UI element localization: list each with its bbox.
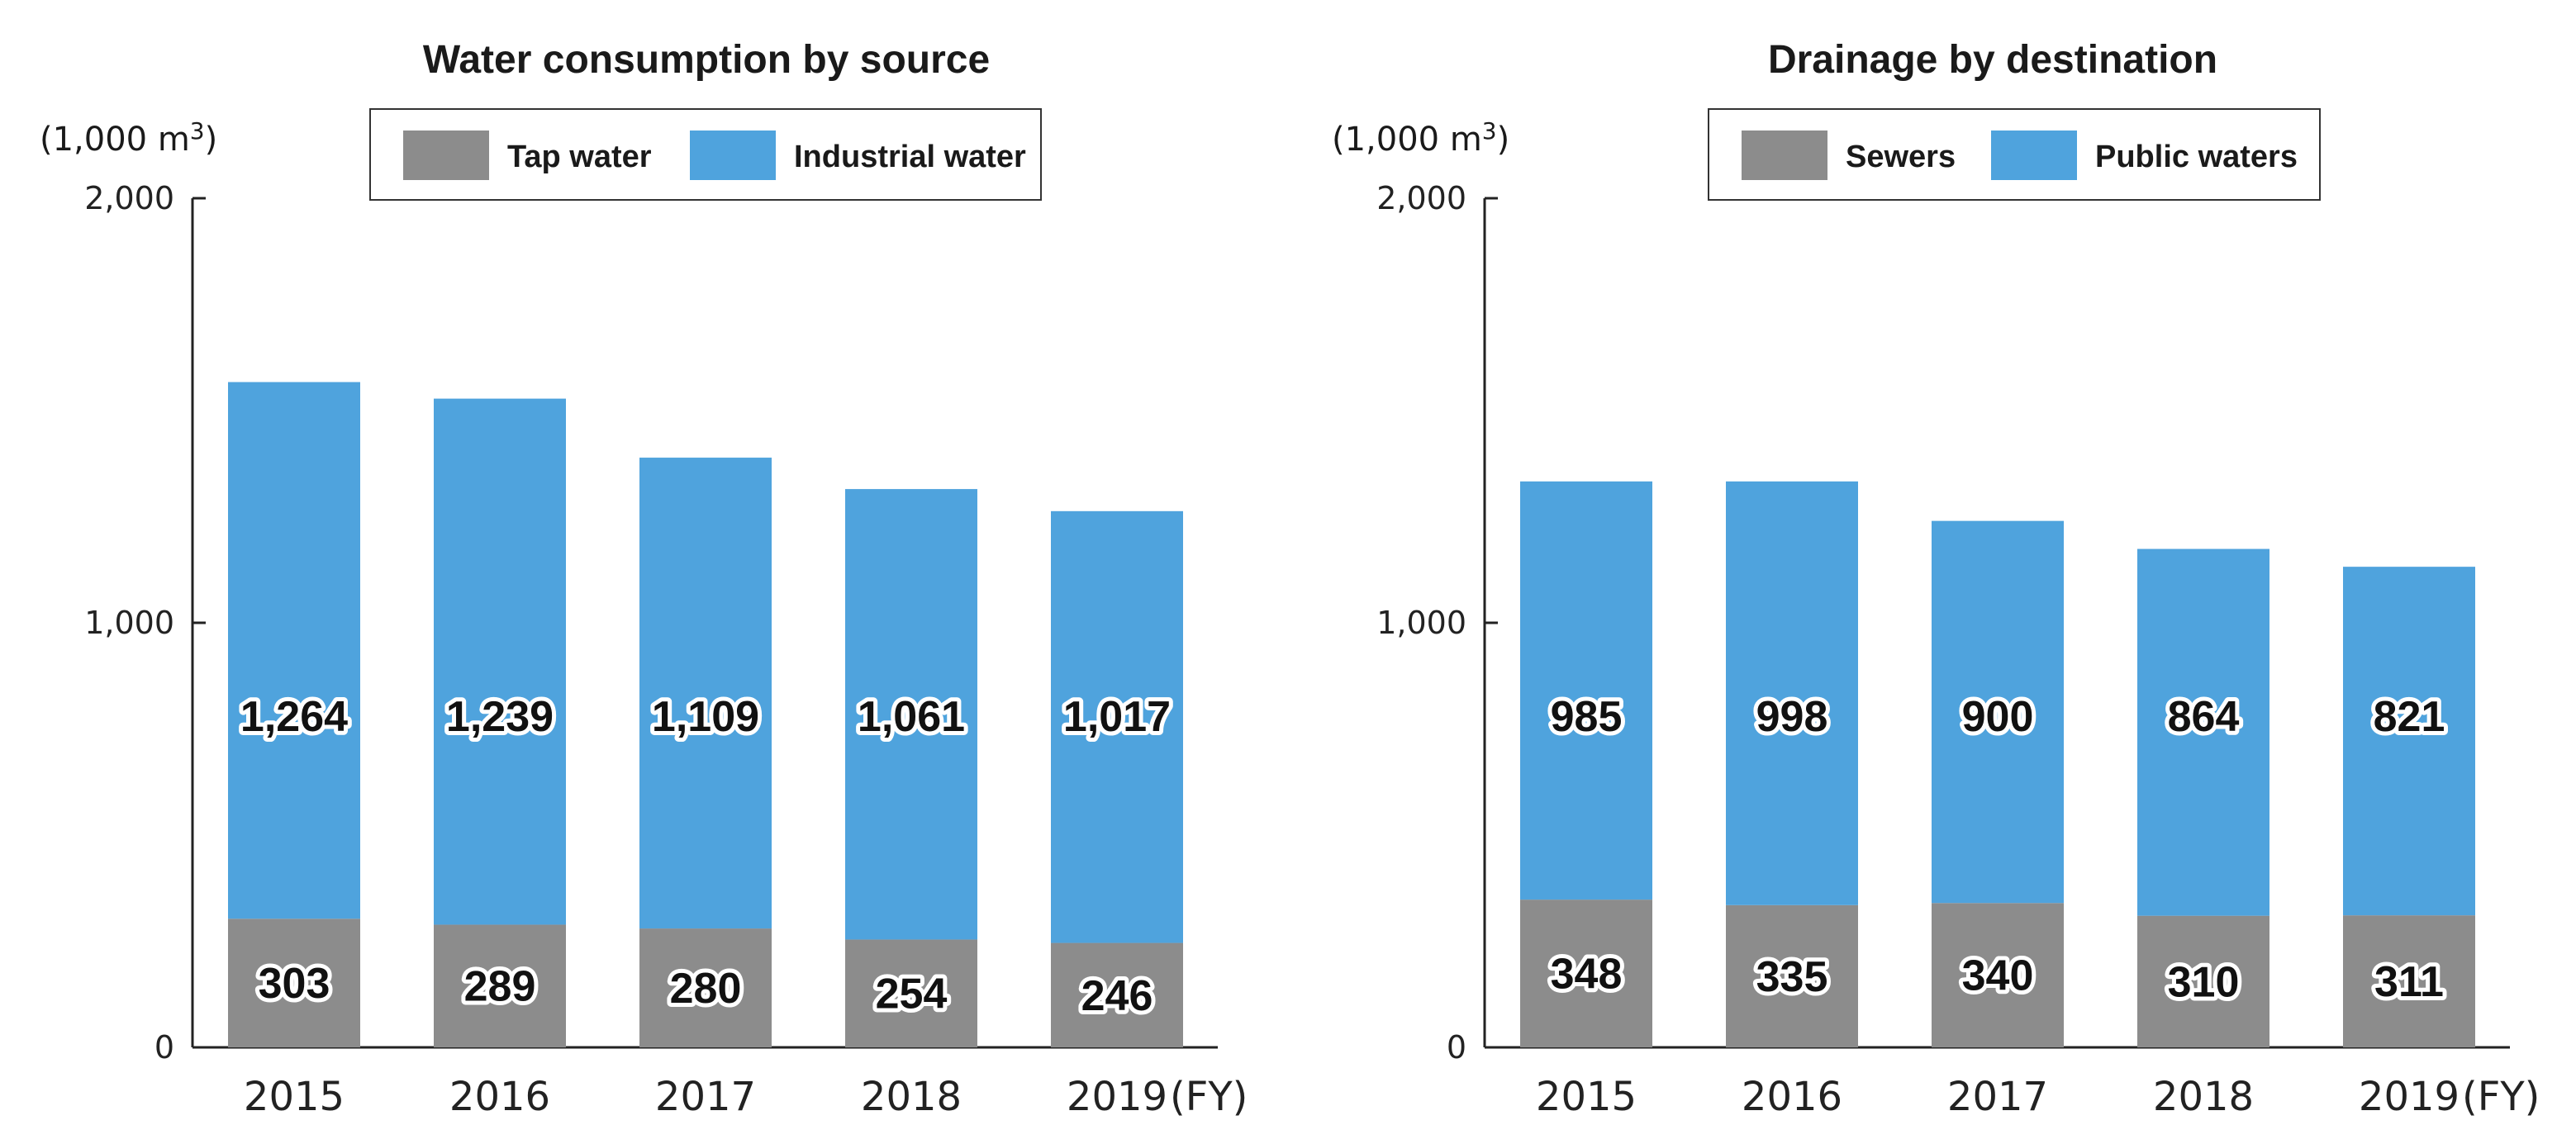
bar-value-label: 998 — [1756, 693, 1828, 741]
x-tick-label: 2018 — [2153, 1074, 2254, 1120]
bar-value-label: 1,264 — [240, 693, 348, 741]
bar-value-label: 900 — [1962, 693, 2034, 741]
y-unit-text: (1,000 m — [40, 121, 190, 159]
bar-value-label: 985 — [1551, 693, 1623, 741]
bar-value-label: 348 — [1551, 951, 1623, 999]
legend-swatch-sewers — [1742, 131, 1827, 180]
water-consumption-chart: Water consumption by source (1,000 m3) Tap… — [40, 38, 1248, 1120]
legend-swatch-industrial-water — [690, 131, 776, 180]
x-tick-label: 2015 — [244, 1074, 345, 1120]
bar-value-label: 310 — [2168, 958, 2240, 1006]
bar-tap-water — [1051, 942, 1183, 1047]
bar-value-label: 1,061 — [858, 693, 965, 741]
bar-value-label: 254 — [876, 971, 948, 1018]
x-tick-label: 2019 — [1067, 1074, 1167, 1120]
bar-sewers — [1520, 900, 1652, 1047]
legend-label: Tap water — [507, 140, 652, 174]
y-unit-superscript: 3 — [1482, 117, 1497, 145]
bar-sewers — [1932, 903, 2064, 1047]
x-tick-label: 2018 — [861, 1074, 962, 1120]
y-unit-label: (1,000 m3) — [1332, 117, 1509, 159]
drainage-chart: Drainage by destination (1,000 m3) Sewers P… — [1332, 38, 2540, 1120]
bar-tap-water — [639, 928, 772, 1047]
y-tick-label: 1,000 — [1376, 605, 1466, 641]
x-tick-label: 2016 — [1742, 1074, 1842, 1120]
bar-value-label: 340 — [1962, 952, 2034, 1000]
bar-value-label: 1,239 — [446, 693, 554, 741]
bar-public-waters — [2137, 548, 2269, 916]
bar-value-label: 821 — [2374, 693, 2445, 741]
bar-tap-water — [228, 919, 360, 1047]
bar-sewers — [2343, 915, 2475, 1047]
bar-value-label: 289 — [464, 963, 536, 1011]
legend-label: Industrial water — [794, 140, 1026, 174]
bar-industrial-water — [639, 458, 772, 929]
y-tick-label: 0 — [1447, 1029, 1466, 1066]
x-tick-label: 2019 — [2359, 1074, 2460, 1120]
x-tick-label: 2017 — [655, 1074, 756, 1120]
chart-title: Water consumption by source — [423, 38, 990, 82]
bar-value-label: 311 — [2374, 958, 2444, 1006]
x-tick-label: 2017 — [1947, 1074, 2048, 1120]
bar-value-label: 1,017 — [1063, 693, 1171, 741]
y-tick-label: 2,000 — [1376, 180, 1466, 216]
bar-industrial-water — [434, 398, 566, 925]
y-unit-label: (1,000 m3) — [40, 117, 217, 159]
bar-value-label: 246 — [1081, 972, 1153, 1020]
legend-swatch-public-waters — [1991, 131, 2077, 180]
y-unit-text: (1,000 m — [1332, 121, 1482, 159]
bar-industrial-water — [1051, 510, 1183, 943]
x-tick-label: 2015 — [1536, 1074, 1637, 1120]
bar-industrial-water — [228, 382, 360, 919]
y-unit-close: ) — [1497, 121, 1510, 159]
legend-swatch-tap-water — [403, 131, 489, 180]
bar-value-label: 280 — [670, 965, 742, 1013]
bar-public-waters — [1726, 481, 1858, 905]
bar-value-label: 864 — [2168, 693, 2240, 741]
y-tick-label: 1,000 — [84, 605, 174, 641]
bar-public-waters — [1520, 481, 1652, 900]
bar-value-label: 303 — [259, 960, 330, 1008]
legend-label: Sewers — [1846, 140, 1956, 174]
chart-title: Drainage by destination — [1768, 38, 2217, 82]
y-unit-close: ) — [205, 121, 218, 159]
bar-public-waters — [1932, 520, 2064, 904]
y-tick-label: 2,000 — [84, 180, 174, 216]
bar-tap-water — [434, 924, 566, 1047]
fiscal-year-label: (FY) — [1170, 1074, 1248, 1120]
fiscal-year-label: (FY) — [2462, 1074, 2540, 1120]
bar-sewers — [1726, 904, 1858, 1047]
bar-industrial-water — [845, 489, 977, 940]
bar-tap-water — [845, 939, 977, 1047]
y-unit-superscript: 3 — [190, 117, 205, 145]
bar-public-waters — [2343, 567, 2475, 916]
y-tick-label: 0 — [154, 1029, 174, 1066]
x-tick-label: 2016 — [449, 1074, 550, 1120]
bar-value-label: 335 — [1756, 953, 1828, 1001]
bar-value-label: 1,109 — [652, 693, 759, 741]
bar-sewers — [2137, 915, 2269, 1047]
legend-label: Public waters — [2095, 140, 2298, 174]
